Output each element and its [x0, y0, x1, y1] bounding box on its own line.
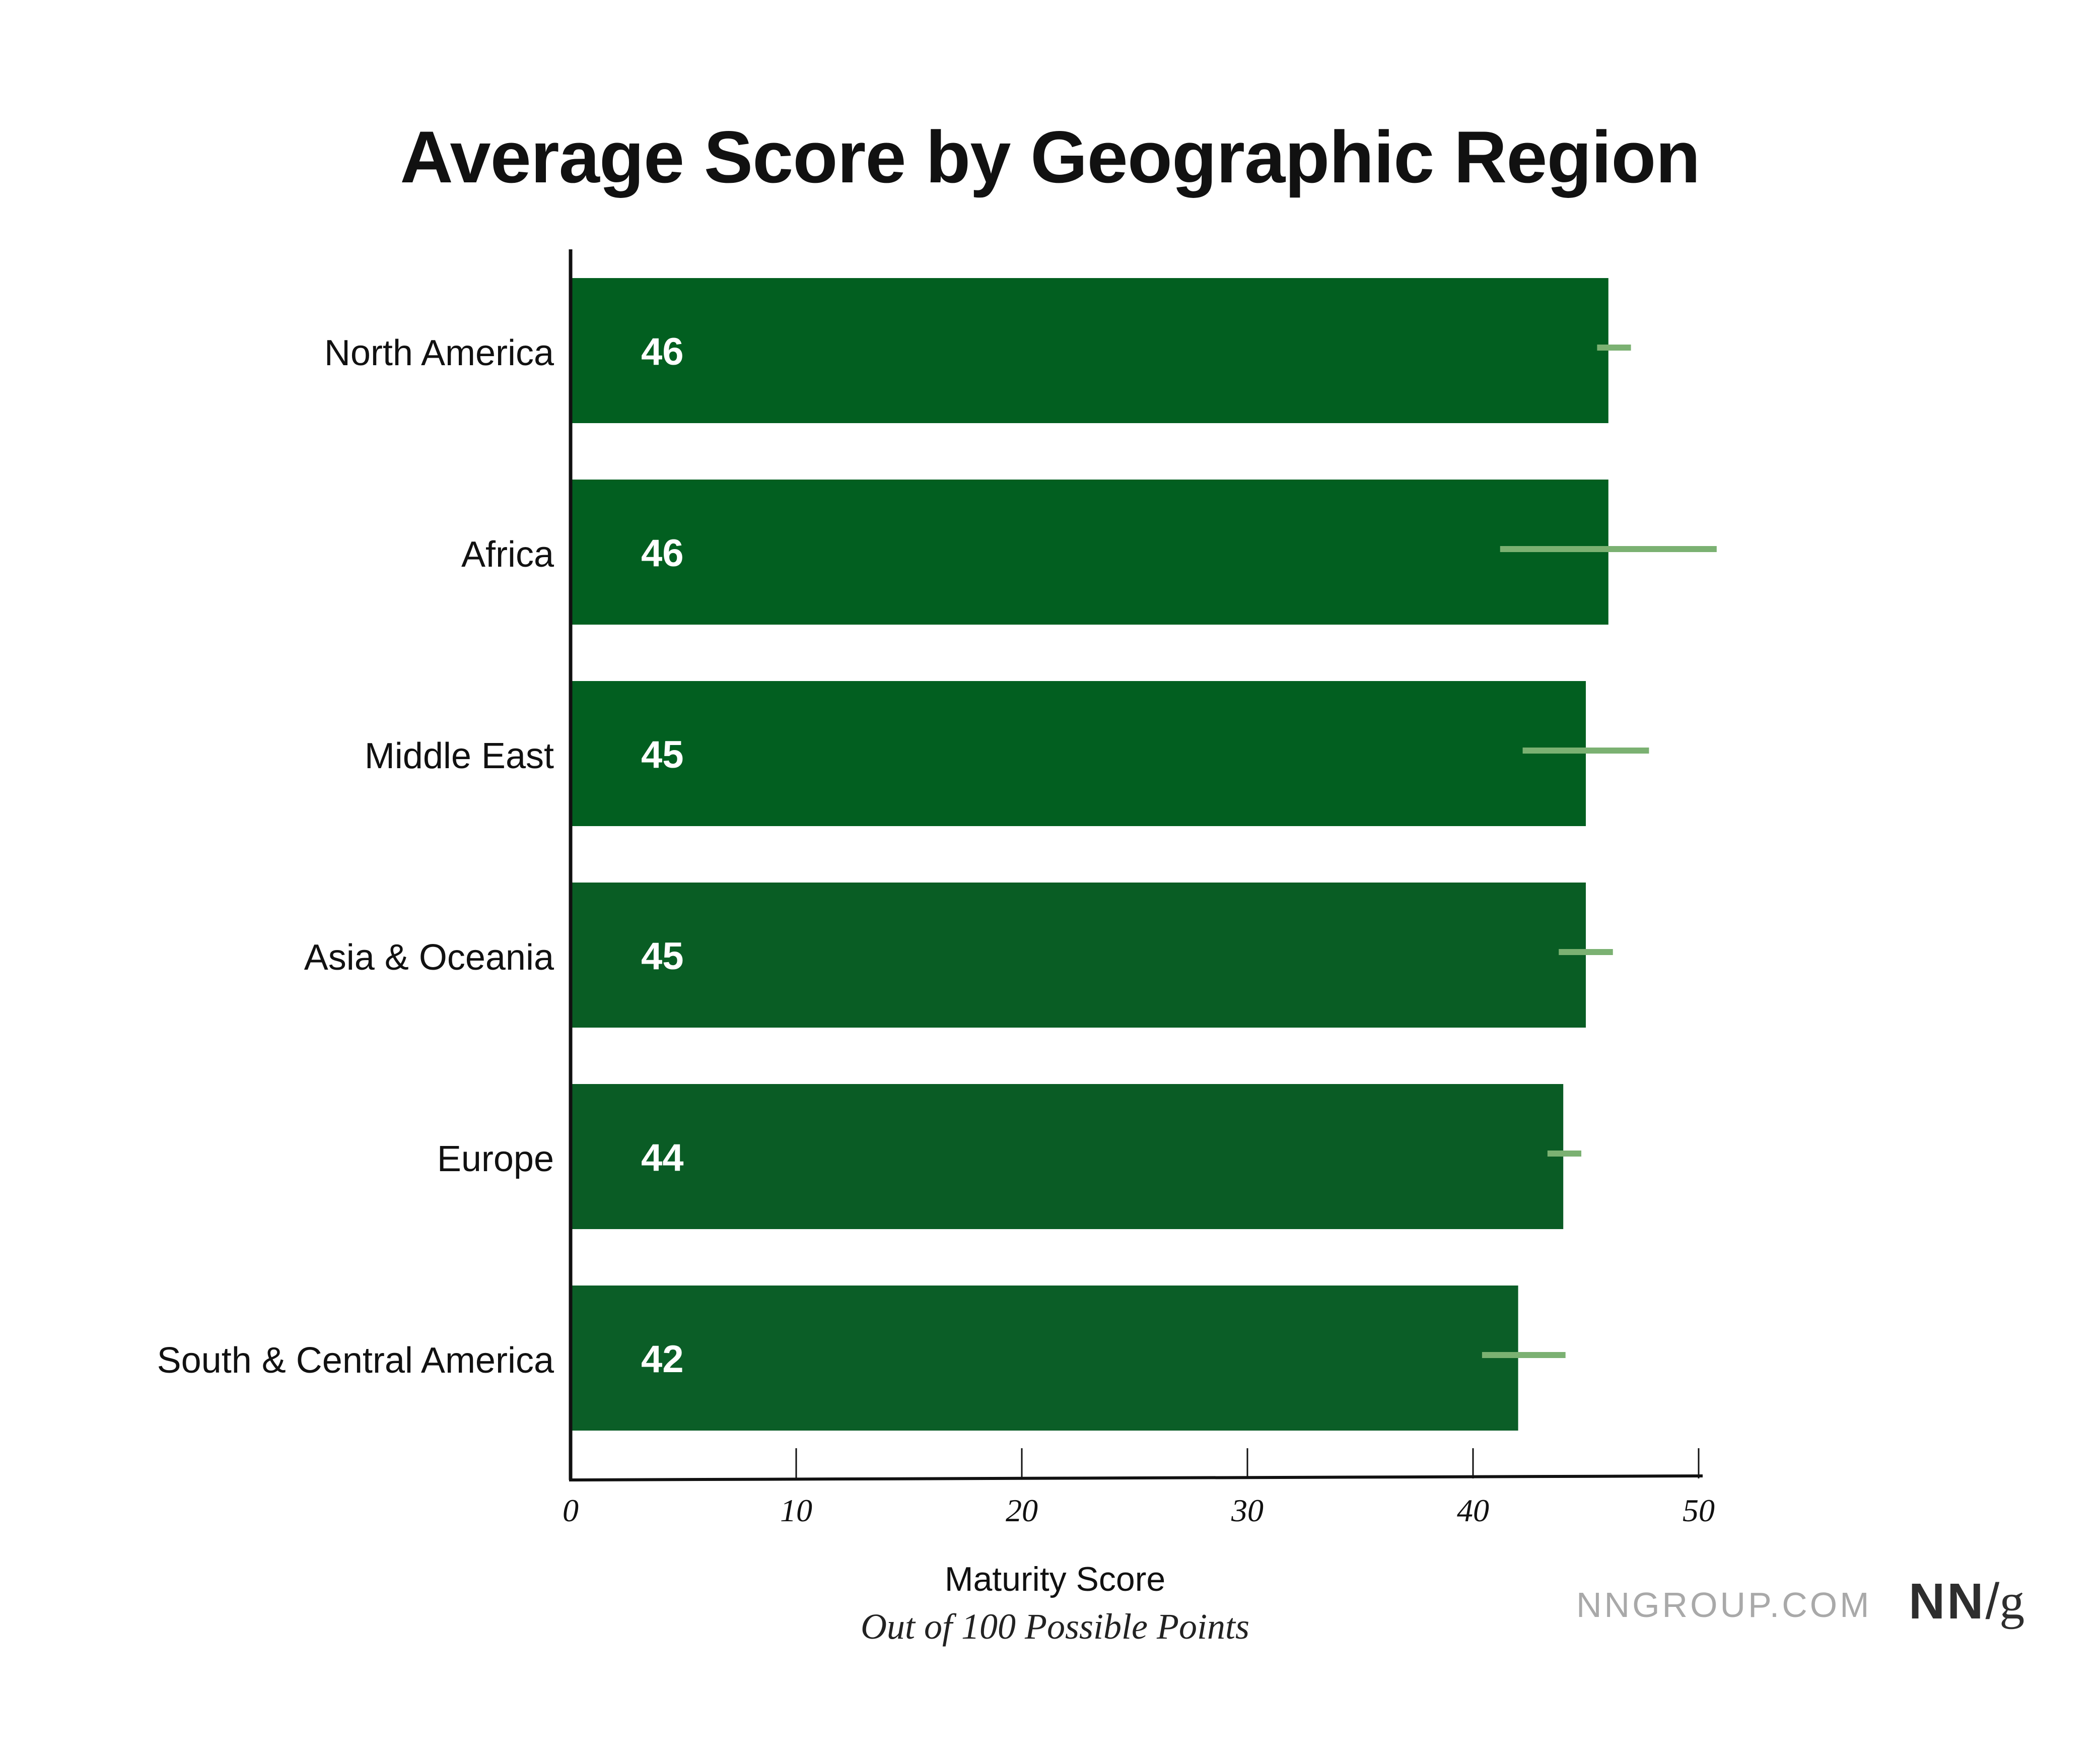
- logo-g: g: [1999, 1574, 2025, 1630]
- x-tick-label: 10: [780, 1493, 812, 1528]
- logo-nn: NN: [1909, 1573, 1986, 1630]
- category-label: Asia & Oceania: [304, 937, 554, 978]
- x-tick-label: 20: [1006, 1493, 1038, 1528]
- chart-title: Average Score by Geographic Region: [400, 116, 1700, 198]
- bar-value-label: 45: [641, 935, 684, 978]
- category-label: Africa: [461, 534, 554, 575]
- category-label: Middle East: [365, 736, 554, 776]
- bar: [571, 1286, 1518, 1431]
- x-tick-label: 0: [563, 1493, 579, 1528]
- bar-value-label: 44: [641, 1136, 684, 1179]
- category-label: Europe: [437, 1139, 554, 1179]
- category-label: South & Central America: [157, 1340, 554, 1381]
- logo-slash: /: [1985, 1573, 2000, 1630]
- bar: [571, 278, 1608, 423]
- bar-value-label: 42: [641, 1338, 684, 1381]
- x-axis-line: [569, 1474, 1703, 1481]
- bar: [571, 681, 1586, 826]
- bar: [571, 1084, 1564, 1229]
- x-tick-label: 40: [1457, 1493, 1489, 1528]
- bar-value-label: 46: [641, 330, 684, 373]
- x-tick-label: 50: [1683, 1493, 1715, 1528]
- x-tick-label: 30: [1231, 1493, 1264, 1528]
- x-axis-sublabel: Out of 100 Possible Points: [861, 1606, 1249, 1647]
- bar: [571, 883, 1586, 1028]
- nng-logo: NN/g: [1909, 1573, 2024, 1631]
- brand-url[interactable]: NNGROUP.COM: [1576, 1585, 1872, 1625]
- bar-value-label: 46: [641, 532, 684, 575]
- category-label: North America: [324, 333, 554, 373]
- x-axis-label: Maturity Score: [944, 1560, 1166, 1598]
- bar-value-label: 45: [641, 733, 684, 776]
- bar: [571, 480, 1608, 625]
